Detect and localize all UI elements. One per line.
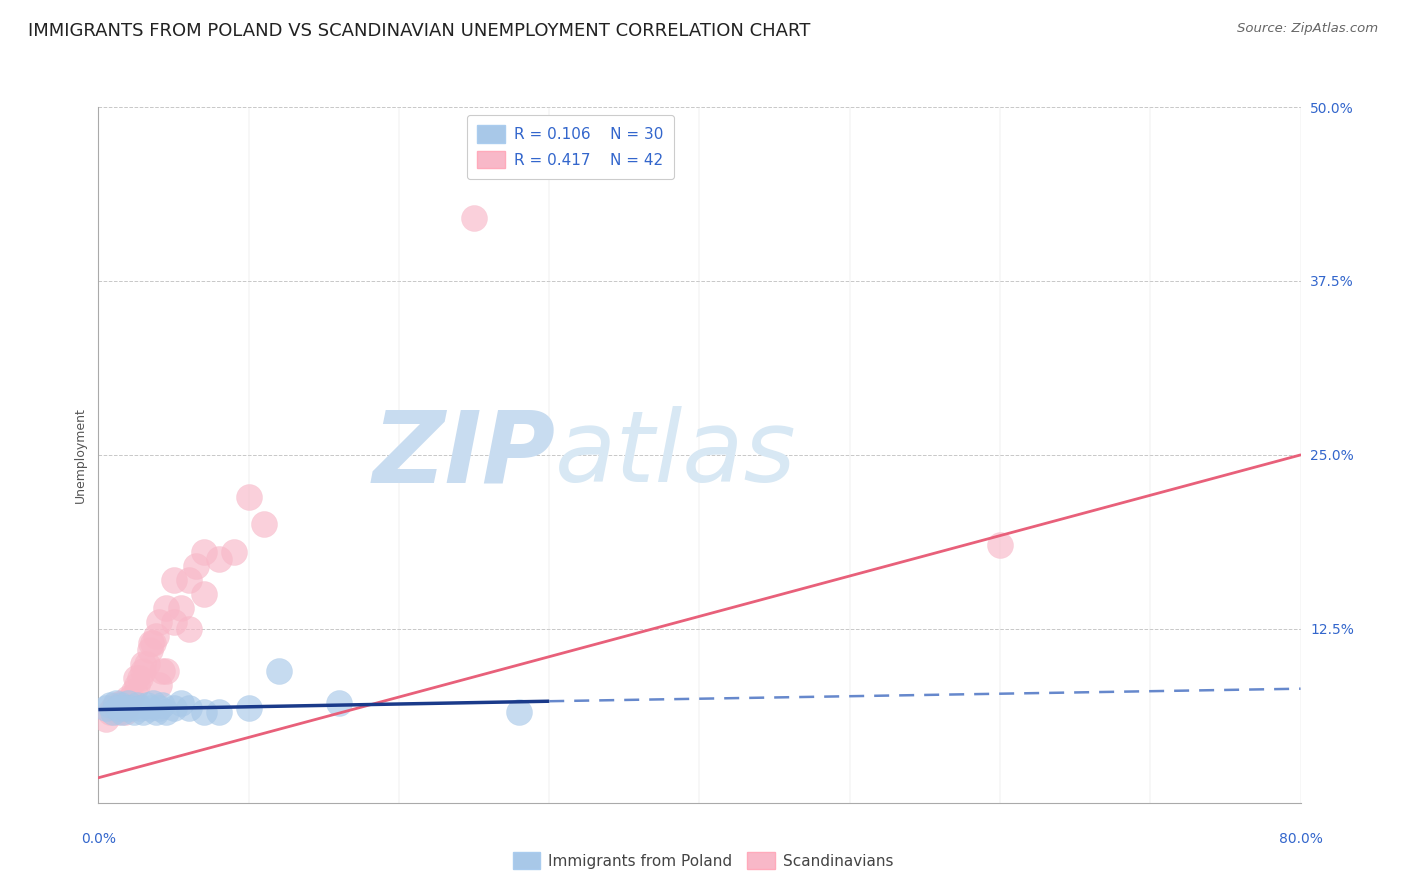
Point bbox=[125, 671, 148, 685]
Point bbox=[177, 701, 200, 715]
Point bbox=[135, 698, 157, 713]
Point bbox=[193, 706, 215, 720]
Point bbox=[208, 552, 231, 566]
Point bbox=[107, 701, 129, 715]
Point bbox=[129, 671, 152, 685]
Point bbox=[148, 701, 170, 715]
Text: IMMIGRANTS FROM POLAND VS SCANDINAVIAN UNEMPLOYMENT CORRELATION CHART: IMMIGRANTS FROM POLAND VS SCANDINAVIAN U… bbox=[28, 22, 810, 40]
Point bbox=[110, 696, 132, 710]
Point bbox=[121, 691, 143, 706]
Point bbox=[138, 701, 160, 715]
Point bbox=[253, 517, 276, 532]
Point bbox=[100, 706, 122, 720]
Point bbox=[127, 698, 149, 713]
Point bbox=[117, 696, 139, 710]
Point bbox=[193, 545, 215, 559]
Point bbox=[150, 664, 173, 678]
Point bbox=[238, 490, 260, 504]
Point bbox=[105, 698, 128, 713]
Point bbox=[124, 706, 146, 720]
Point bbox=[94, 701, 117, 715]
Point bbox=[162, 573, 184, 587]
Point bbox=[105, 696, 128, 710]
Point bbox=[138, 642, 160, 657]
Point bbox=[222, 545, 245, 559]
Point bbox=[141, 696, 163, 710]
Point bbox=[155, 706, 177, 720]
Point bbox=[148, 615, 170, 629]
Point bbox=[117, 691, 139, 706]
Point bbox=[114, 701, 136, 715]
Point bbox=[132, 664, 155, 678]
Point bbox=[100, 698, 122, 713]
Point bbox=[145, 629, 167, 643]
Point bbox=[135, 657, 157, 671]
Point bbox=[111, 701, 134, 715]
Point bbox=[177, 622, 200, 636]
Text: 0.0%: 0.0% bbox=[82, 832, 115, 846]
Point bbox=[208, 706, 231, 720]
Point bbox=[114, 706, 136, 720]
Point bbox=[177, 573, 200, 587]
Point bbox=[111, 706, 134, 720]
Point bbox=[117, 698, 139, 713]
Point bbox=[110, 698, 132, 713]
Point bbox=[328, 696, 350, 710]
Point bbox=[103, 701, 125, 715]
Point bbox=[162, 701, 184, 715]
Point bbox=[508, 706, 530, 720]
Point bbox=[139, 636, 162, 650]
Point bbox=[145, 706, 167, 720]
Legend: Immigrants from Poland, Scandinavians: Immigrants from Poland, Scandinavians bbox=[506, 846, 900, 875]
Point bbox=[124, 684, 146, 698]
Point bbox=[132, 657, 155, 671]
Point bbox=[988, 538, 1011, 552]
Point bbox=[107, 706, 129, 720]
Point bbox=[150, 698, 173, 713]
Point bbox=[141, 636, 163, 650]
Legend: R = 0.106    N = 30, R = 0.417    N = 42: R = 0.106 N = 30, R = 0.417 N = 42 bbox=[467, 115, 673, 179]
Y-axis label: Unemployment: Unemployment bbox=[75, 407, 87, 503]
Point bbox=[132, 706, 155, 720]
Point bbox=[127, 677, 149, 691]
Point bbox=[193, 587, 215, 601]
Point bbox=[129, 701, 152, 715]
Point bbox=[170, 601, 193, 615]
Point bbox=[170, 696, 193, 710]
Point bbox=[463, 211, 485, 226]
Point bbox=[162, 615, 184, 629]
Point bbox=[155, 664, 177, 678]
Point bbox=[238, 701, 260, 715]
Text: ZIP: ZIP bbox=[373, 407, 555, 503]
Point bbox=[103, 706, 125, 720]
Point bbox=[148, 677, 170, 691]
Text: 80.0%: 80.0% bbox=[1278, 832, 1323, 846]
Text: atlas: atlas bbox=[555, 407, 797, 503]
Text: Source: ZipAtlas.com: Source: ZipAtlas.com bbox=[1237, 22, 1378, 36]
Point bbox=[267, 664, 290, 678]
Point bbox=[108, 701, 131, 715]
Point bbox=[94, 712, 117, 726]
Point bbox=[184, 559, 207, 574]
Point bbox=[155, 601, 177, 615]
Point bbox=[121, 701, 143, 715]
